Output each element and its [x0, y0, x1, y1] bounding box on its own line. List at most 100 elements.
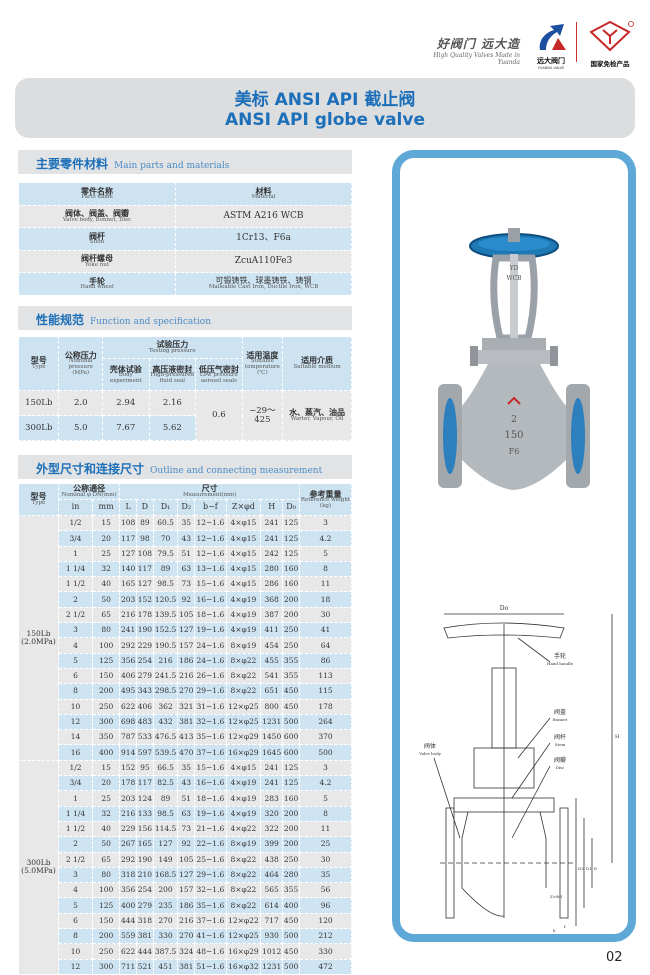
header-nominal-pressure: 公称压力 Nominal pressure (MPa) — [58, 336, 103, 391]
table-cell: 51 — [177, 545, 196, 562]
title-en: ANSI API globe valve — [224, 110, 425, 130]
table-cell: 160 — [282, 560, 300, 578]
table-cell: 25 — [299, 836, 352, 853]
table-row: 2 50 203 152 120.5 92 16−1.6 4×φ19 368 200 18 — [19, 591, 352, 608]
drawing-labels: 手轮 Hand handle 阀盖 Bonnet 阀杆 Stem 阀瓣 Disc… — [418, 652, 574, 770]
table-cell: 356 — [119, 882, 137, 899]
table-cell: 413 — [177, 729, 196, 746]
cell-type: 300Lb (5.0MPa) — [18, 759, 59, 975]
table-cell: 454 — [260, 637, 284, 654]
dim-d0: Do — [500, 605, 509, 612]
table-cell: 3/4 — [57, 775, 94, 792]
table-cell: 1645 — [260, 744, 284, 761]
table-cell: 105 — [177, 606, 196, 624]
table-cell: 73 — [177, 576, 196, 593]
table-cell: 125 — [282, 514, 300, 532]
table-cell: 18−1.6 — [194, 606, 227, 624]
table-cell: 168.5 — [152, 866, 179, 884]
header-measurement: 尺寸 Measurement(mm) — [119, 483, 300, 500]
table-cell: 115 — [299, 683, 352, 700]
table-cell: 41−1.6 — [194, 928, 227, 945]
table-cell: 105 — [177, 851, 196, 868]
table-cell: 4.2 — [299, 530, 352, 547]
table-cell: 56 — [299, 882, 352, 899]
table-cell: 32 — [92, 805, 121, 822]
table-cell: 79.5 — [152, 545, 179, 562]
label-stem-en: Stem — [555, 742, 566, 747]
table-cell: 651 — [260, 683, 284, 700]
section-title-en: Outline and connecting measurement — [150, 466, 323, 476]
table-cell: 241 — [260, 775, 284, 792]
table-header-row: 零件名称 Parts name 材料 Material — [18, 182, 352, 206]
table-cell: 1 1/2 — [57, 576, 94, 593]
table-cell: 267 — [119, 836, 137, 853]
header-medium: 适用介质 Suitable medium — [282, 336, 352, 391]
table-cell: 242 — [260, 545, 284, 562]
table-cell: 254 — [136, 652, 154, 669]
table-cell: 12 — [57, 713, 94, 731]
table-cell: 1231 — [260, 958, 284, 975]
table-cell: 400 — [119, 897, 137, 914]
label-bonnet-cn: 阀盖 — [554, 708, 566, 716]
table-cell: 370 — [299, 729, 352, 746]
table-cell: 117 — [136, 560, 154, 578]
table-cell: 622 — [119, 943, 137, 960]
quality-mark-icon — [589, 20, 634, 52]
photo-mark-wcb: WCB — [506, 275, 522, 282]
logo1-text: 远大阀门 — [537, 57, 565, 65]
table-cell: 140 — [119, 560, 137, 578]
table-cell: 400 — [282, 897, 300, 914]
slogan-en: High Quality Valves Made in Yuanda — [433, 52, 520, 66]
table-cell: 450 — [282, 683, 300, 700]
table-cell: 89 — [152, 790, 179, 807]
table-cell: 444 — [119, 912, 137, 930]
table-row: 1 25 203 124 89 51 18−1.6 4×φ19 283 160 5 — [19, 790, 352, 807]
table-cell: 6 — [57, 667, 94, 685]
table-cell: 4×φ15 — [225, 560, 262, 578]
table-cell: 406 — [119, 667, 137, 685]
table-cell: 19−1.6 — [194, 805, 227, 822]
table-cell: 362 — [152, 698, 179, 715]
table-cell: 120 — [299, 912, 352, 930]
table-cell: 200 — [152, 882, 179, 899]
header-type: 型号 Type — [17, 336, 60, 391]
table-cell: 2 — [57, 836, 94, 853]
table-cell: 399 — [260, 836, 284, 853]
section-title-cn: 性能规范 — [36, 313, 85, 327]
table-cell: 300 — [92, 713, 121, 731]
cell-part: 手轮 Hand wheel — [18, 272, 176, 296]
table-cell: 4×φ19 — [225, 805, 262, 822]
table-cell: 450 — [282, 698, 300, 715]
label-hand-handle-en: Hand handle — [547, 661, 574, 666]
header-testing-pressure: 试验压力 Testing pressure — [102, 336, 243, 359]
table-cell: 254 — [136, 882, 154, 899]
table-cell: 8 — [57, 683, 94, 700]
table-cell: 280 — [260, 560, 284, 578]
table-cell: 108 — [136, 545, 154, 562]
table-cell: 321 — [177, 698, 196, 715]
table-cell: 16−1.6 — [194, 775, 227, 792]
photo-mark-f6: F6 — [509, 447, 520, 456]
table-cell: 4×φ22 — [225, 820, 262, 838]
table-cell: 330 — [299, 943, 352, 960]
table-row: 10 250 622 444 387.5 324 48−1.6 16×φ29 1012 450 33… — [19, 943, 352, 960]
table-cell: 476.5 — [152, 729, 179, 746]
table-cell: 4×φ15 — [225, 530, 262, 547]
table-row: 1 1/4 32 216 133 98.5 63 19−1.6 4×φ19 320 200 8 — [19, 805, 352, 822]
table-cell: 200 — [282, 836, 300, 853]
table-cell: 127 — [152, 836, 179, 853]
table-cell: 12×φ25 — [225, 713, 262, 731]
table-cell: 50 — [92, 836, 121, 853]
spec-table: 型号 Type 公称压力 Nominal pressure (MPa) 试验压力 Te… — [17, 336, 352, 441]
table-cell: 5 — [57, 652, 94, 669]
column-header: Z×φd — [225, 499, 262, 516]
table-cell: 210 — [136, 866, 154, 884]
valve-illustration: YD WCB 2 150 F6 Do H L D2 — [418, 228, 620, 949]
table-cell: 8×φ22 — [225, 652, 262, 669]
table-cell: 8×φ22 — [225, 851, 262, 868]
table-cell: 614 — [260, 897, 284, 914]
table-cell: 8×φ22 — [225, 866, 262, 884]
cell-air-seal: 0.6 — [195, 390, 243, 441]
table-cell: 63 — [177, 805, 196, 822]
table-cell: 521 — [136, 958, 154, 975]
